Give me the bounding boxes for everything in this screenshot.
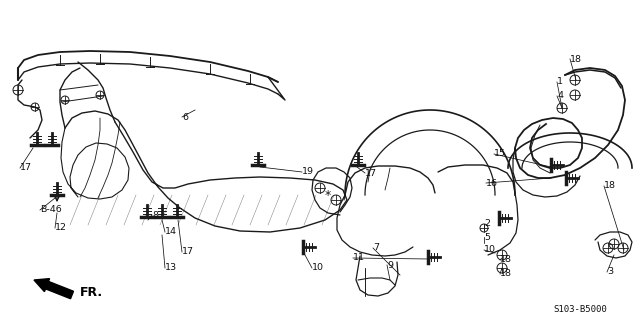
Text: 2: 2 [484, 220, 490, 228]
Text: 8: 8 [152, 211, 158, 220]
Text: 5: 5 [484, 233, 490, 242]
Text: 17: 17 [182, 247, 194, 257]
Text: 17: 17 [365, 169, 377, 178]
Text: 12: 12 [55, 223, 67, 233]
Text: 13: 13 [165, 263, 177, 273]
Text: 10: 10 [312, 263, 324, 273]
Text: 19: 19 [302, 167, 314, 177]
Text: S103-B5000: S103-B5000 [553, 306, 607, 315]
Text: B-46: B-46 [40, 205, 61, 214]
Text: 1: 1 [557, 77, 563, 86]
Text: 18: 18 [500, 269, 512, 278]
Text: FR.: FR. [80, 285, 103, 299]
Text: 14: 14 [165, 228, 177, 236]
Text: *: * [325, 188, 331, 202]
Text: 18: 18 [500, 255, 512, 265]
Text: 7: 7 [373, 244, 379, 252]
FancyArrow shape [34, 279, 74, 299]
Text: 9: 9 [387, 260, 393, 269]
Text: 6: 6 [182, 113, 188, 122]
Text: 10: 10 [484, 245, 496, 254]
Text: 18: 18 [604, 181, 616, 190]
Text: 11: 11 [353, 253, 365, 262]
Text: 17: 17 [20, 164, 32, 172]
Text: 3: 3 [607, 268, 613, 276]
Text: 4: 4 [557, 92, 563, 100]
Text: 18: 18 [570, 54, 582, 63]
Text: 15: 15 [494, 149, 506, 158]
Text: 16: 16 [486, 179, 498, 188]
